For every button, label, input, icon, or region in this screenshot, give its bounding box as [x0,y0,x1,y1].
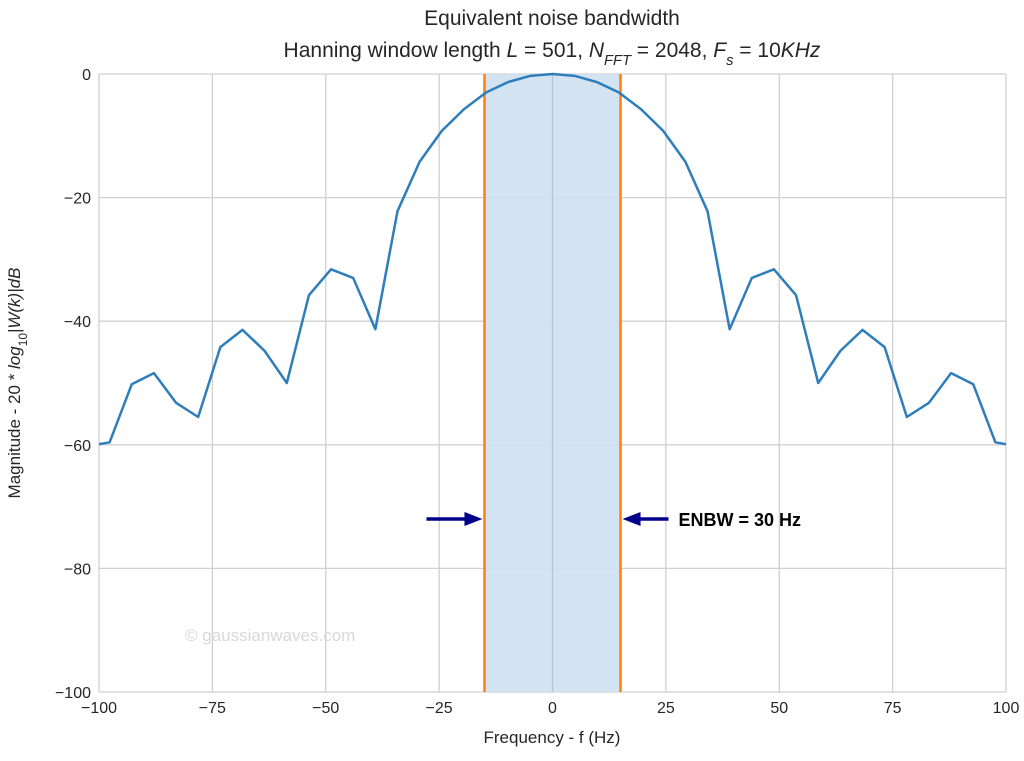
x-tick-label: −75 [199,700,226,717]
chart-title: Equivalent noise bandwidth [424,7,680,30]
x-tick-label: 50 [770,700,788,717]
x-tick-label: 25 [657,700,675,717]
x-tick-label: 75 [884,700,902,717]
x-axis-label: Frequency - f (Hz) [484,728,621,747]
y-tick-label: −40 [64,314,91,331]
y-tick-label: 0 [82,67,91,84]
x-tick-label: −100 [81,700,117,717]
enbw-annotation-text: ENBW = 30 Hz [679,510,802,530]
y-tick-label: −60 [64,438,91,455]
y-tick-label: −20 [64,191,91,208]
y-axis-label: Magnitude - 20 * log10|W(k)|dB [5,268,30,499]
left-arrow-head-icon [464,512,482,526]
x-tick-label: 100 [993,700,1020,717]
x-tick-label: −50 [312,700,339,717]
right-arrow-head-icon [623,512,641,526]
chart-subtitle: Hanning window length L = 501, NFFT = 20… [284,39,821,69]
x-tick-label: −25 [426,700,453,717]
watermark: © gaussianwaves.com [185,626,355,645]
enbw-band [484,74,620,692]
y-tick-label: −100 [55,685,91,702]
y-tick-label: −80 [64,561,91,578]
x-tick-label: 0 [548,700,557,717]
